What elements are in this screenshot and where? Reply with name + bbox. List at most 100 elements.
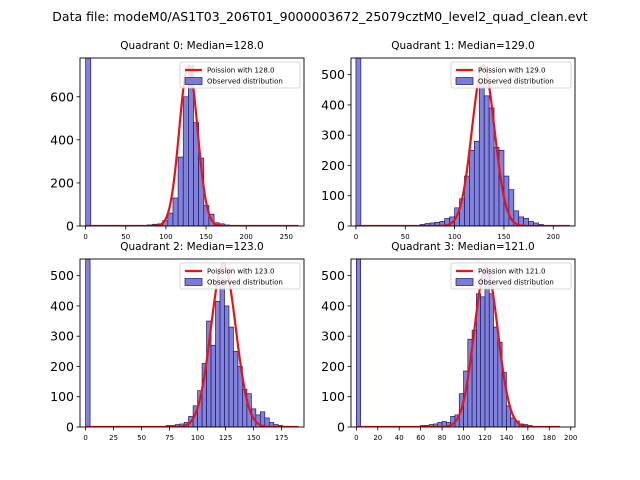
legend-patch-swatch <box>184 278 203 286</box>
histogram-bar <box>493 326 499 427</box>
x-tick-label: 180 <box>543 434 556 442</box>
x-tick-label: 250 <box>280 233 293 241</box>
y-tick-label: 600 <box>50 89 74 104</box>
quadrant-2-plot-area <box>85 259 299 427</box>
x-tick-label: 120 <box>478 434 491 442</box>
histogram-bar <box>484 267 490 427</box>
x-tick-label: 140 <box>500 434 513 442</box>
histogram-bar <box>356 259 361 427</box>
x-tick-label: 60 <box>416 434 425 442</box>
axes-frame <box>350 258 576 428</box>
poisson-fit-line <box>85 262 299 427</box>
poisson-fit-line <box>355 266 561 427</box>
x-tick-label: 80 <box>438 434 447 442</box>
y-tick-label: 100 <box>50 389 74 404</box>
x-tick-label: 50 <box>121 233 130 241</box>
histogram-bar <box>172 197 179 226</box>
quadrant-3-panel: 0 20 40 60 80 100 120 140 160 180 200 0 100 200 300 400… <box>321 241 577 442</box>
histogram-bar <box>355 58 362 226</box>
legend-box <box>179 262 301 290</box>
quadrant-3-plot-area <box>355 259 561 427</box>
x-tick-label: 0 <box>83 434 87 442</box>
quadrant-1-panel: 0 50 100 150 200 0 100 200 300 400 500 Quadrant 1: … <box>321 40 576 241</box>
legend: Poission with 123.0 Observed distribution <box>179 262 301 290</box>
x-tick-label: 175 <box>275 434 288 442</box>
y-tick-label: 0 <box>66 219 74 234</box>
histogram-bar <box>177 156 184 226</box>
x-tick-label: 150 <box>247 434 260 442</box>
legend-label: Poission with 128.0 <box>207 67 275 75</box>
histogram-bar <box>85 259 91 427</box>
y-tick-label: 400 <box>321 298 345 313</box>
y-tick-label: 300 <box>50 329 74 344</box>
y-tick-label: 500 <box>321 268 345 283</box>
x-tick-label: 0 <box>354 434 358 442</box>
x-tick-label: 125 <box>219 434 232 442</box>
x-tick-label: 25 <box>109 434 118 442</box>
legend-label: Observed distribution <box>478 78 554 86</box>
x-tick-label: 100 <box>159 233 172 241</box>
histogram-bar <box>480 296 486 427</box>
histogram-bar <box>85 58 92 226</box>
y-tick-label: 0 <box>337 219 345 234</box>
quadrant-title: Quadrant 3: Median=121.0 <box>391 241 534 253</box>
legend: Poission with 121.0 Observed distribution <box>450 262 572 290</box>
histogram-bar <box>483 95 490 226</box>
y-tick-label: 200 <box>321 359 345 374</box>
x-tick-label: 0 <box>83 233 87 241</box>
legend: Poission with 128.0 Observed distribution <box>179 61 301 89</box>
axes-frame <box>79 57 305 227</box>
histogram-bar <box>224 305 230 427</box>
legend-patch-swatch <box>455 278 474 286</box>
legend-patch-swatch <box>455 77 474 85</box>
histogram-bar <box>488 293 494 427</box>
quadrant-title: Quadrant 1: Median=129.0 <box>391 40 534 52</box>
quadrant-title: Quadrant 0: Median=128.0 <box>120 40 263 52</box>
x-tick-label: 200 <box>547 233 560 241</box>
x-tick-label: 50 <box>137 434 146 442</box>
histogram-bar <box>233 350 239 427</box>
figure-title: Data file: modeM0/AS1T03_206T01_90000036… <box>52 9 588 24</box>
y-tick-label: 0 <box>337 420 345 435</box>
x-tick-label: 40 <box>395 434 404 442</box>
legend-label: Poission with 123.0 <box>207 268 275 276</box>
y-tick-label: 200 <box>321 158 345 173</box>
legend-label: Observed distribution <box>207 78 283 86</box>
histogram-bar <box>469 149 475 226</box>
histogram-bar <box>182 96 189 226</box>
y-tick-label: 400 <box>50 298 74 313</box>
y-tick-label: 500 <box>50 268 74 283</box>
legend-box <box>450 61 572 89</box>
x-tick-label: 100 <box>191 434 204 442</box>
x-tick-label: 20 <box>373 434 382 442</box>
legend-label: Poission with 129.0 <box>478 67 546 75</box>
legend-patch-swatch <box>184 77 203 85</box>
y-tick-label: 100 <box>321 389 345 404</box>
y-tick-label: 200 <box>50 359 74 374</box>
y-tick-label: 100 <box>321 188 345 203</box>
quadrant-2-panel: 0 25 50 75 100 125 150 175 0 100 200 300 400 500 Quadr… <box>50 241 305 442</box>
y-tick-label: 0 <box>66 420 74 435</box>
y-tick-label: 200 <box>50 175 74 190</box>
histogram-bar <box>215 301 221 427</box>
x-tick-label: 50 <box>401 233 410 241</box>
legend-box <box>179 61 301 89</box>
x-tick-label: 160 <box>521 434 534 442</box>
quadrant-title: Quadrant 2: Median=123.0 <box>120 241 263 253</box>
legend-label: Observed distribution <box>207 279 283 287</box>
histogram-bar <box>228 326 234 427</box>
axes-frame <box>350 57 576 227</box>
histogram-bar <box>478 83 485 226</box>
histogram-bar <box>167 212 174 226</box>
x-tick-label: 100 <box>448 233 461 241</box>
x-tick-label: 100 <box>457 434 470 442</box>
x-tick-label: 200 <box>564 434 577 442</box>
legend-label: Observed distribution <box>478 279 554 287</box>
x-tick-label: 150 <box>497 233 510 241</box>
legend: Poission with 129.0 Observed distribution <box>450 61 572 89</box>
x-tick-label: 0 <box>354 233 358 241</box>
histogram-bar <box>219 278 225 427</box>
y-tick-label: 300 <box>321 128 345 143</box>
